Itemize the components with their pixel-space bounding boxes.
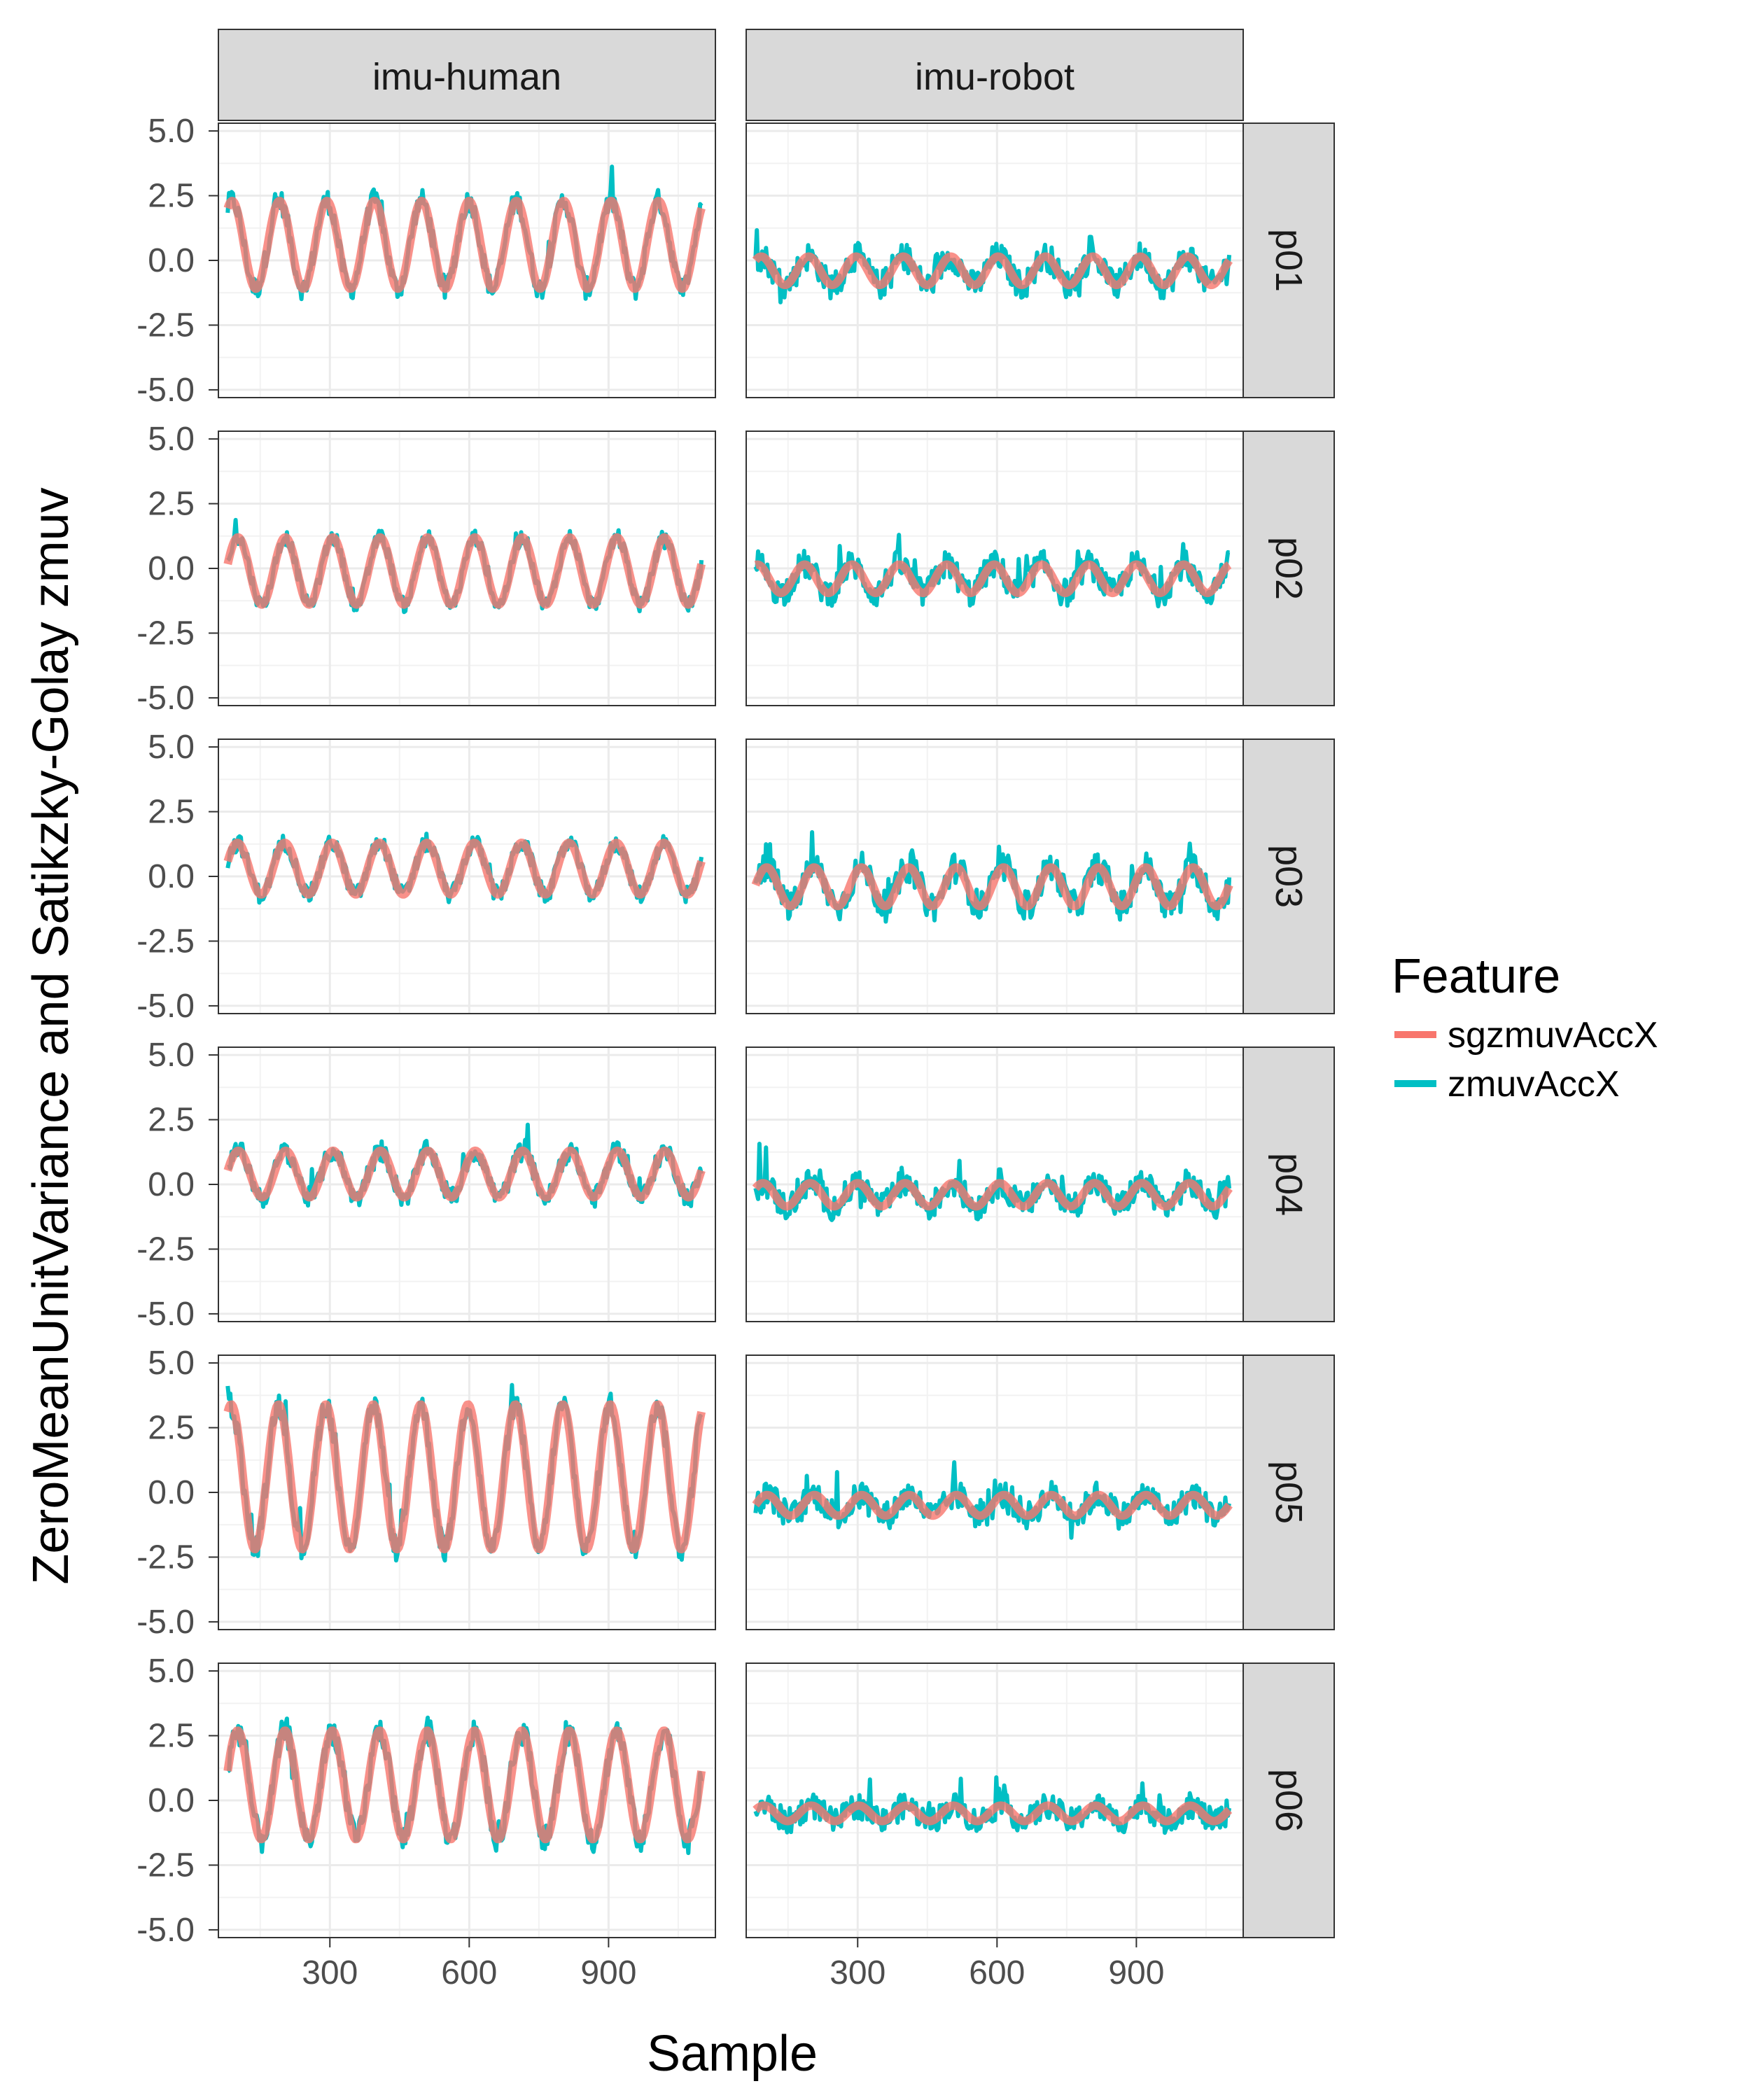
y-tick-label: 2.5	[148, 486, 195, 523]
panel-imu-robot-p01	[746, 123, 1243, 398]
y-tick-label: -2.5	[136, 923, 195, 960]
row-strip-label: p03	[1268, 845, 1310, 908]
y-tick-label: -5.0	[136, 988, 195, 1025]
panel-imu-robot-p06	[746, 1663, 1243, 1938]
panel-grid: imu-human imu-robot p01 5.0 2.5 0.0 -2.5 -5.0 p0…	[136, 29, 1334, 1991]
panel-imu-human-p01	[218, 123, 715, 398]
panel-imu-robot-p02	[746, 431, 1243, 706]
row-strip-label: p01	[1268, 229, 1310, 292]
x-tick-label: 900	[1108, 1954, 1164, 1991]
y-tick-label: 2.5	[148, 178, 195, 215]
legend-label-zmuvAccX: zmuvAccX	[1448, 1064, 1620, 1105]
panel-imu-human-p02	[218, 431, 715, 706]
x-tick-label: 300	[302, 1954, 358, 1991]
row-strip-label: p04	[1268, 1153, 1310, 1216]
y-tick-label: -5.0	[136, 1604, 195, 1641]
y-tick-label: 0.0	[148, 242, 195, 279]
column-strip-label: imu-robot	[915, 56, 1074, 98]
y-tick-label: 5.0	[148, 1653, 195, 1690]
x-tick-label: 900	[580, 1954, 636, 1991]
row-strip-label: p06	[1268, 1769, 1310, 1832]
y-tick-label: 5.0	[148, 113, 195, 150]
legend-label-sgzmuvAccX: sgzmuvAccX	[1448, 1015, 1658, 1056]
y-axis-title: ZeroMeanUnitVariance and Satikzky-Golay …	[23, 487, 79, 1584]
y-tick-label: 5.0	[148, 1345, 195, 1382]
y-tick-label: -5.0	[136, 372, 195, 409]
y-tick-label: -5.0	[136, 1296, 195, 1333]
y-tick-label: 2.5	[148, 794, 195, 831]
y-tick-label: -5.0	[136, 1912, 195, 1949]
row-strip-label: p05	[1268, 1461, 1310, 1524]
panel-imu-robot-p05	[746, 1355, 1243, 1630]
y-tick-label: 2.5	[148, 1102, 195, 1139]
y-tick-label: 0.0	[148, 1166, 195, 1203]
x-tick-label: 300	[830, 1954, 886, 1991]
x-tick-label: 600	[969, 1954, 1025, 1991]
y-tick-label: 0.0	[148, 1782, 195, 1819]
y-tick-label: -2.5	[136, 1847, 195, 1884]
panel-imu-human-p03	[218, 739, 715, 1014]
panel-imu-human-p06	[218, 1663, 715, 1938]
column-strip-label: imu-human	[372, 56, 561, 98]
y-tick-label: 5.0	[148, 1037, 195, 1074]
x-tick-label: 600	[441, 1954, 497, 1991]
panel-imu-human-p04	[218, 1047, 715, 1322]
y-tick-label: 0.0	[148, 858, 195, 895]
y-tick-label: -5.0	[136, 680, 195, 717]
panel-imu-robot-p04	[746, 1047, 1243, 1322]
legend: Feature sgzmuvAccX zmuvAccX	[1392, 948, 1658, 1105]
y-tick-label: -2.5	[136, 307, 195, 344]
y-tick-label: 0.0	[148, 1474, 195, 1511]
y-tick-label: 5.0	[148, 421, 195, 458]
y-tick-label: -2.5	[136, 615, 195, 652]
y-tick-label: 2.5	[148, 1410, 195, 1447]
x-axis-title: Sample	[647, 2026, 818, 2082]
y-tick-label: -2.5	[136, 1231, 195, 1268]
y-tick-label: -2.5	[136, 1539, 195, 1576]
panel-imu-robot-p03	[746, 739, 1243, 1014]
legend-title: Feature	[1392, 948, 1560, 1003]
y-tick-label: 0.0	[148, 550, 195, 587]
y-tick-label: 5.0	[148, 729, 195, 766]
row-strip-label: p02	[1268, 537, 1310, 600]
panel-imu-human-p05	[218, 1355, 715, 1630]
y-tick-label: 2.5	[148, 1718, 195, 1755]
